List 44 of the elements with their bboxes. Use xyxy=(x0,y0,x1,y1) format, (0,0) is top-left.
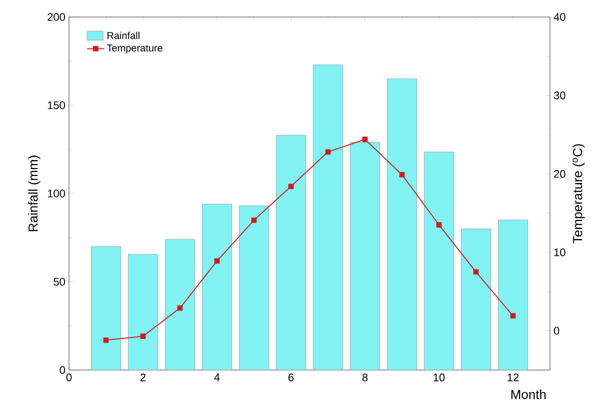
bar xyxy=(202,204,232,370)
bar xyxy=(276,135,306,370)
point xyxy=(140,334,146,339)
bar xyxy=(238,206,270,370)
legend-label: Rainfall xyxy=(108,32,140,40)
y2-tick-label: 20 xyxy=(554,170,566,178)
x-axis-title: Month xyxy=(511,390,546,400)
bar xyxy=(350,142,380,370)
x-tick-label: 12 xyxy=(508,374,519,382)
point xyxy=(510,313,516,319)
point xyxy=(362,136,368,142)
x-tick-label: 8 xyxy=(362,374,368,382)
y2-tick-label: 30 xyxy=(554,92,566,100)
bar xyxy=(164,239,196,370)
point xyxy=(103,337,109,343)
bar xyxy=(386,78,418,370)
y2-tick-label: 10 xyxy=(554,248,566,256)
x-tick-label: 2 xyxy=(140,374,146,382)
y2-axis-title: Temperature ($^{o}$C) xyxy=(572,144,585,244)
y-axis-title: Rainfall (mm) xyxy=(28,156,40,232)
bar xyxy=(90,246,122,370)
y2-tick-label: 40 xyxy=(554,13,566,21)
bar xyxy=(312,64,344,370)
y-tick-label: 0 xyxy=(60,366,66,374)
legend-label: Temperature xyxy=(106,44,162,54)
y-tick-label: 50 xyxy=(54,278,66,286)
point xyxy=(288,184,294,190)
y-tick-label: 100 xyxy=(48,190,66,198)
y-tick-label: 200 xyxy=(48,13,66,21)
y-tick-label: 150 xyxy=(48,101,66,110)
point xyxy=(473,269,479,275)
point xyxy=(325,149,331,155)
bar xyxy=(424,152,454,370)
x-tick-label: 4 xyxy=(214,374,220,382)
x-tick-label: 10 xyxy=(434,374,445,382)
x-tick-label: 0 xyxy=(66,374,72,382)
bar xyxy=(460,228,492,370)
point xyxy=(399,172,405,178)
x-tick-label: 6 xyxy=(288,374,294,382)
point xyxy=(251,217,257,223)
point xyxy=(436,222,442,228)
y2-tick-label: 0 xyxy=(554,326,560,335)
bar xyxy=(128,254,158,370)
bar xyxy=(498,220,528,370)
